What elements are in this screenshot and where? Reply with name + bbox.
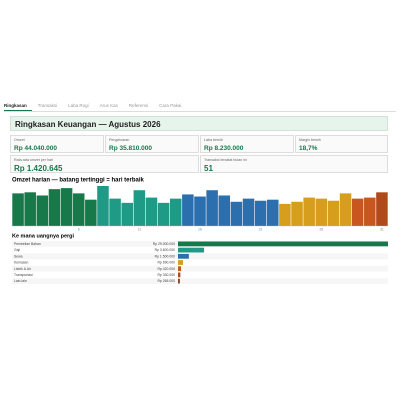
kpi-label: Pengeluaran — [109, 138, 130, 142]
category-label: Listrik & Air — [14, 267, 32, 271]
x-tick-label: 26 — [319, 227, 323, 231]
bar — [133, 190, 146, 226]
row-bg — [12, 265, 388, 272]
bar — [339, 193, 352, 226]
bar — [182, 194, 194, 226]
kpi-value: Rp 1.420.645 — [14, 164, 63, 173]
kpi-label: Laba bersih — [204, 138, 223, 142]
bar — [242, 198, 255, 226]
category-label: Pembelian Bahan — [14, 242, 41, 246]
bar — [230, 201, 243, 226]
bar — [178, 266, 182, 272]
tab[interactable]: Transaksi — [37, 103, 58, 108]
kpi-value: Rp 8.230.000 — [204, 145, 244, 152]
tab[interactable]: Cara Pakai — [159, 103, 182, 108]
bar — [178, 253, 189, 259]
bar — [178, 241, 388, 247]
category-label: Gaji — [14, 248, 20, 252]
kpi-card: Transaksi tercatat bulan ini 51 — [200, 155, 388, 173]
chart-title: Omzet harian — batang tertinggi = hari t… — [12, 178, 145, 184]
kpi-label: Transaksi tercatat bulan ini — [204, 158, 247, 162]
bar — [145, 197, 158, 226]
bar — [85, 199, 97, 226]
bar — [279, 203, 291, 226]
category-label: Sewa — [14, 254, 23, 258]
kpi-label: Omzet — [14, 138, 25, 142]
bar — [206, 190, 218, 226]
x-tick-label: 31 — [380, 227, 384, 231]
tab[interactable]: Ringkasan — [4, 101, 32, 111]
bar — [267, 199, 279, 226]
kpi-label: Rata-rata omzet per hari — [14, 158, 53, 162]
bar — [12, 193, 24, 226]
bar — [303, 197, 315, 226]
value-label: Rp 420.000 — [157, 267, 175, 271]
kpi-value: 18,7% — [299, 145, 318, 152]
value-label: Rp 330.000 — [157, 273, 175, 277]
header-title: Ringkasan Keuangan — Agustus 2026 — [10, 116, 388, 131]
kpi-card: Margin bersih 18,7% — [295, 135, 388, 153]
row-bg — [12, 259, 388, 266]
kpi-card: Pengeluaran Rp 35.810.000 — [105, 135, 199, 153]
kpi-label: Margin bersih — [299, 138, 321, 142]
category-label: Lain-lain — [14, 279, 27, 283]
category-label: Transportasi — [14, 273, 33, 277]
x-tick-label: 6 — [78, 227, 80, 231]
bar — [60, 188, 73, 226]
x-tick-label: 16 — [198, 227, 202, 231]
bar — [178, 247, 205, 253]
row-bg — [12, 253, 388, 260]
category-label: Kemasan — [14, 261, 28, 265]
bar — [178, 278, 180, 284]
bar — [291, 201, 303, 226]
bar — [327, 200, 340, 226]
bar — [121, 202, 133, 226]
bar — [109, 198, 121, 226]
value-label: Rp 690.000 — [157, 261, 175, 265]
bar — [36, 195, 49, 226]
value-label: Rp 265.000 — [157, 279, 175, 283]
kpi-value: 51 — [204, 164, 213, 173]
tab[interactable]: Referensi — [128, 103, 149, 108]
bar — [254, 200, 267, 226]
bar — [351, 198, 364, 226]
bar — [178, 260, 183, 265]
bar — [315, 198, 328, 226]
x-tick-label: 11 — [138, 227, 142, 231]
bar — [218, 195, 231, 226]
kpi-value: Rp 44.040.000 — [14, 145, 58, 152]
row-bg — [12, 278, 388, 284]
kpi-card: Laba bersih Rp 8.230.000 — [200, 135, 294, 153]
kpi-value: Rp 35.810.000 — [109, 145, 153, 152]
bar — [364, 197, 376, 226]
row-bg — [12, 272, 388, 278]
tab-bar: Ringkasan Transaksi Laba Rugi Arus Kas R… — [4, 101, 396, 112]
bar — [48, 189, 61, 226]
bar — [178, 272, 181, 278]
bar — [194, 196, 206, 226]
tab[interactable]: Arus Kas — [99, 103, 118, 108]
value-label: Rp 3.600.000 — [155, 248, 175, 252]
bar — [169, 198, 182, 226]
bar — [97, 186, 109, 226]
x-tick-label: 21 — [259, 227, 263, 231]
value-label: Rp 1.500.000 — [155, 254, 175, 258]
bar — [376, 192, 388, 226]
value-label: Rp 29.000.000 — [153, 242, 175, 246]
bar — [72, 193, 85, 226]
bar — [24, 192, 36, 226]
kpi-card: Rata-rata omzet per hari Rp 1.420.645 — [10, 155, 199, 173]
tab[interactable]: Laba Rugi — [68, 103, 89, 108]
chart-title: Ke mana uangnya pergi — [12, 233, 75, 239]
bar — [157, 202, 170, 226]
kpi-card: Omzet Rp 44.040.000 — [10, 135, 104, 153]
